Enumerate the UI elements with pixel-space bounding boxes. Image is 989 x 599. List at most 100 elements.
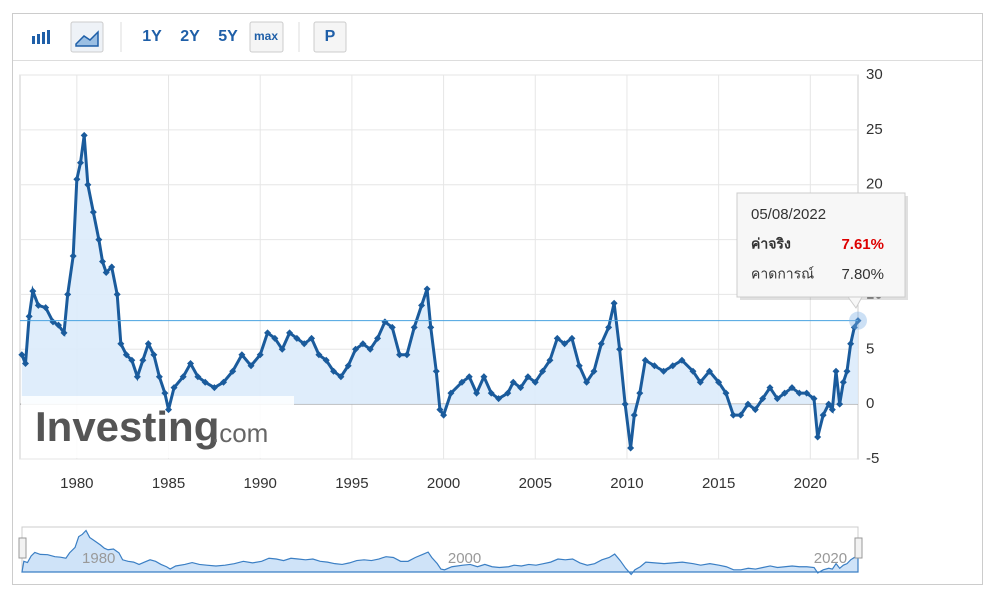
marker	[194, 373, 202, 381]
marker	[25, 312, 33, 320]
marker	[210, 384, 218, 392]
marker	[440, 411, 448, 419]
marker	[843, 367, 851, 375]
marker	[42, 304, 50, 312]
hover-halo	[849, 311, 867, 330]
marker	[751, 406, 759, 414]
x-tick-label: 2015	[702, 475, 735, 492]
marker	[436, 406, 444, 414]
marker	[201, 378, 209, 386]
marker	[381, 318, 389, 326]
line	[20, 135, 860, 449]
marker	[480, 373, 488, 381]
marker	[117, 340, 125, 348]
marker	[366, 345, 374, 353]
marker	[696, 378, 704, 386]
range-button[interactable]: 5Y	[218, 28, 238, 45]
marker	[128, 356, 136, 364]
marker	[568, 334, 576, 342]
marker	[744, 400, 752, 408]
marker	[77, 159, 85, 167]
marker	[810, 395, 818, 403]
marker	[247, 362, 255, 370]
marker	[80, 131, 88, 139]
marker	[773, 395, 781, 403]
y-tick-label: 25	[866, 121, 883, 138]
marker	[264, 329, 272, 337]
marker	[458, 378, 466, 386]
marker	[427, 323, 435, 331]
max-button[interactable]	[249, 21, 284, 53]
navigator-handle[interactable]	[18, 537, 27, 559]
marker	[410, 323, 418, 331]
marker	[155, 373, 163, 381]
navigator-tick-label: 2020	[814, 550, 847, 567]
marker	[832, 367, 840, 375]
marker	[322, 356, 330, 364]
range-button[interactable]: max	[254, 29, 278, 43]
marker	[590, 367, 598, 375]
y-tick-label: 20	[866, 176, 883, 193]
marker	[220, 378, 228, 386]
x-tick-label: 2020	[794, 475, 827, 492]
marker	[22, 360, 30, 368]
x-tick-label: 1985	[152, 475, 185, 492]
marker	[689, 367, 697, 375]
x-tick-label: 1995	[335, 475, 368, 492]
navigator-tick-label: 1980	[82, 550, 115, 567]
navigator-handle[interactable]	[854, 537, 863, 559]
bar-chart-icon[interactable]	[32, 30, 50, 44]
y-tick-label: 30	[866, 66, 883, 83]
tooltip	[736, 192, 906, 298]
marker	[278, 345, 286, 353]
range-button[interactable]: 2Y	[180, 28, 200, 45]
marker	[187, 360, 195, 368]
marker	[814, 433, 822, 441]
marker	[64, 290, 72, 298]
marker	[847, 340, 855, 348]
marker	[819, 411, 827, 419]
tooltip-pointer	[847, 296, 863, 309]
marker	[678, 356, 686, 364]
marker	[487, 389, 495, 397]
marker	[352, 345, 360, 353]
marker	[531, 378, 539, 386]
marker	[610, 299, 618, 307]
marker	[69, 252, 77, 260]
marker	[616, 345, 624, 353]
marker	[238, 351, 246, 359]
marker	[271, 334, 279, 342]
marker	[55, 321, 63, 329]
navigator-tick-label: 2000	[448, 550, 481, 567]
marker	[73, 175, 81, 183]
marker	[229, 367, 237, 375]
x-tick-label: 2000	[427, 475, 460, 492]
marker	[60, 329, 68, 337]
marker	[144, 340, 152, 348]
marker	[641, 356, 649, 364]
marker	[29, 287, 37, 295]
range-button[interactable]: 1Y	[142, 28, 162, 45]
marker	[179, 373, 187, 381]
marker	[113, 290, 121, 298]
marker	[418, 301, 426, 309]
marker	[300, 340, 308, 348]
marker	[504, 389, 512, 397]
tooltip-forecast-name: คาดการณ์	[751, 266, 814, 282]
navigator-area	[21, 529, 859, 576]
area	[21, 135, 859, 449]
marker	[836, 400, 844, 408]
marker	[374, 334, 382, 342]
marker	[627, 444, 635, 452]
marker	[330, 367, 338, 375]
marker	[315, 351, 323, 359]
p-button[interactable]	[313, 21, 347, 53]
marker	[403, 351, 411, 359]
y-tick-label: 0	[866, 395, 874, 412]
marker	[803, 389, 811, 397]
marker	[636, 389, 644, 397]
y-tick-label: -5	[866, 450, 879, 467]
marker	[165, 406, 173, 414]
marker	[432, 367, 440, 375]
